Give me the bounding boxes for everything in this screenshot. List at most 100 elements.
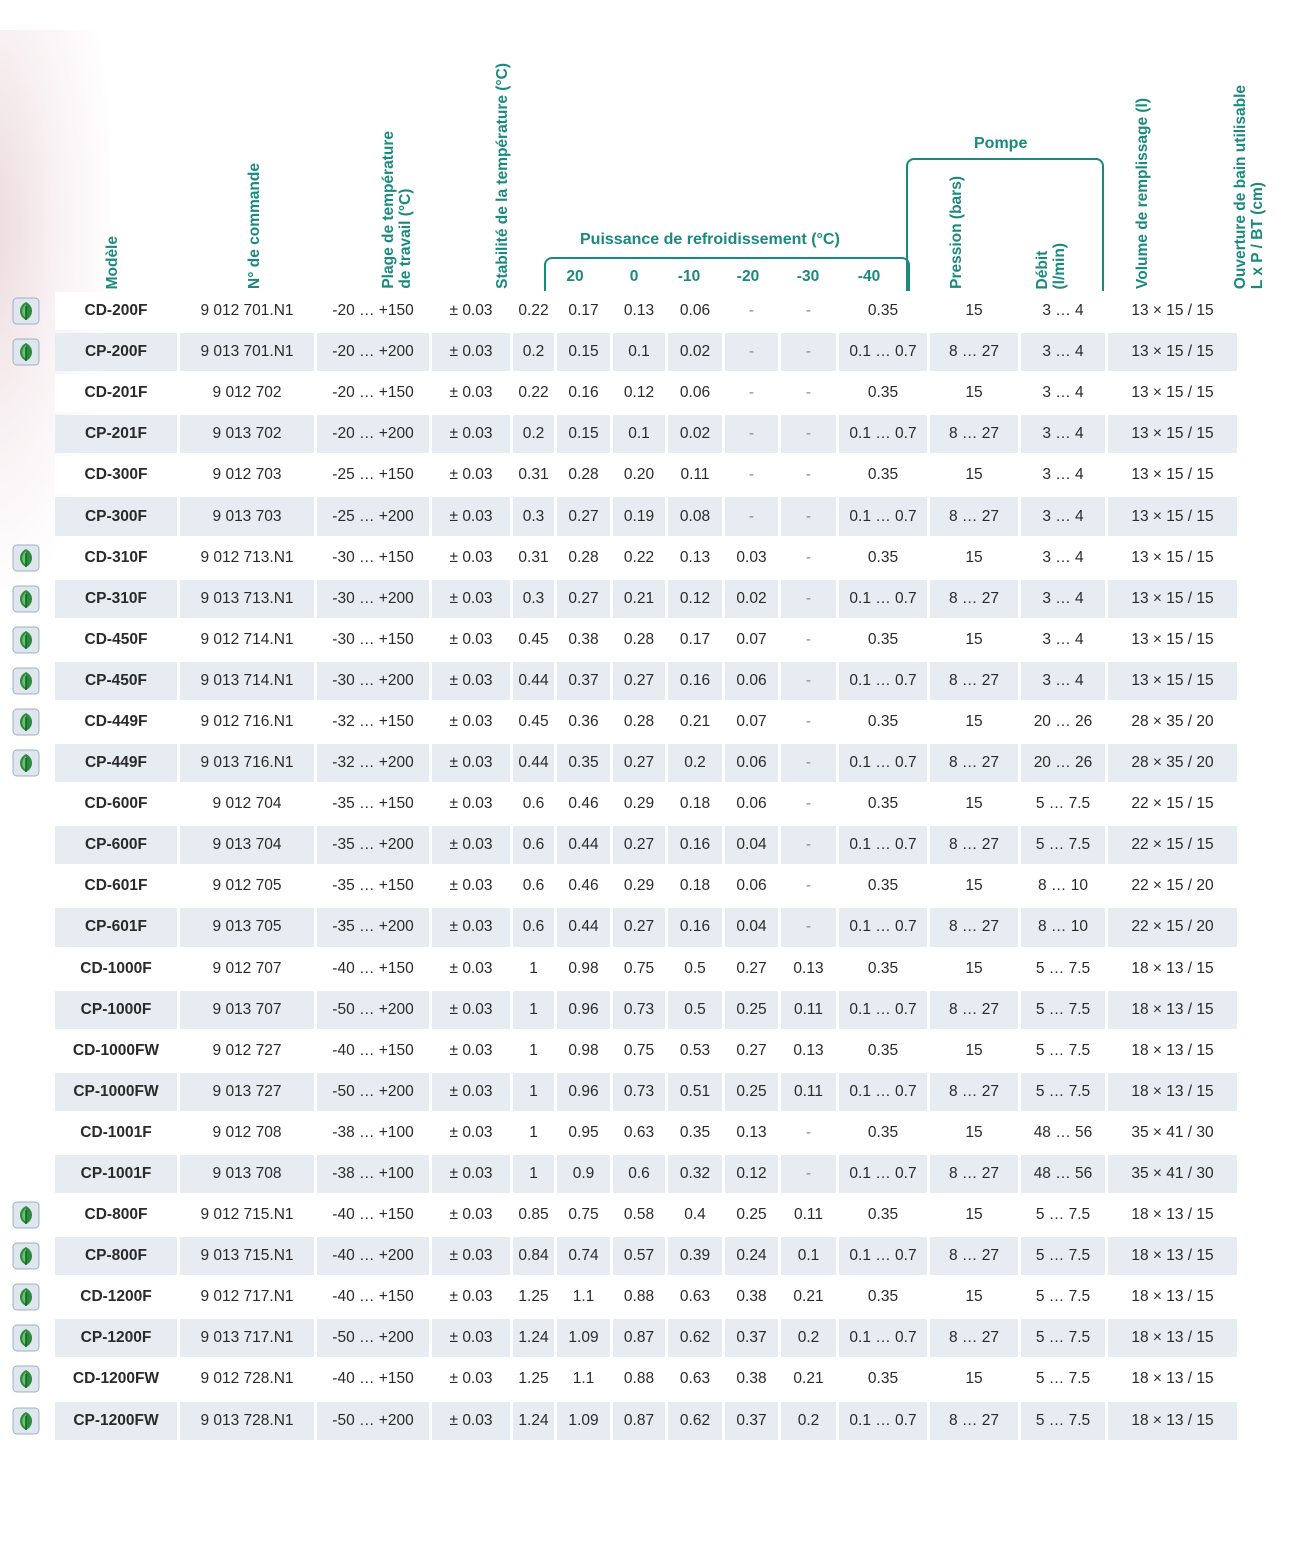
cooling-minus30-cell: 0.27: [725, 949, 778, 988]
cooling-minus40-cell: 0.11: [781, 990, 836, 1029]
cooling-minus10-cell: 0.63: [613, 1113, 665, 1152]
flow-cell: 8 … 27: [930, 1072, 1018, 1111]
eco-leaf-icon: [12, 626, 40, 654]
volume-cell: 3 … 4: [1021, 292, 1105, 331]
eco-leaf-icon: [12, 1324, 40, 1352]
opening-cell: 28 × 35 / 20: [1108, 744, 1237, 783]
cooling-minus30-cell: 0.06: [725, 744, 778, 783]
order-number-cell: 9 012 708: [180, 1113, 314, 1152]
temp-range-cell: -50 … +200: [317, 1319, 429, 1358]
table-row: CD-1000F 9 012 707 -40 … +150 ± 0.03 1 0.98 0.…: [55, 949, 1237, 988]
header-flow-line2: (l/min): [1051, 242, 1068, 290]
temp-range-cell: -40 … +150: [317, 1360, 429, 1399]
stability-cell: ± 0.03: [432, 785, 510, 824]
temp-range-cell: -20 … +200: [317, 415, 429, 454]
model-cell: CD-600F: [55, 785, 177, 824]
pressure-cell: 0.1 … 0.7: [839, 1072, 927, 1111]
order-number-cell: 9 013 716.N1: [180, 744, 314, 783]
opening-cell: 18 × 13 / 15: [1108, 990, 1237, 1029]
table-row: CD-1001F 9 012 708 -38 … +100 ± 0.03 1 0.95 0.…: [55, 1113, 1237, 1152]
cooling-0-cell: 0.36: [557, 702, 610, 742]
order-number-cell: 9 012 716.N1: [180, 702, 314, 742]
stability-cell: ± 0.03: [432, 744, 510, 783]
flow-cell: 15: [930, 785, 1018, 824]
cooling-minus30-cell: 0.07: [725, 620, 778, 659]
cooling-minus10-cell: 0.20: [613, 456, 665, 495]
cooling-minus30-cell: -: [725, 374, 778, 413]
flow-cell: 15: [930, 1113, 1018, 1152]
cooling-minus40-cell: -: [781, 456, 836, 495]
pressure-cell: 0.35: [839, 1278, 927, 1317]
volume-cell: 3 … 4: [1021, 374, 1105, 413]
model-cell: CP-800F: [55, 1237, 177, 1276]
model-cell: CP-600F: [55, 826, 177, 865]
table-row: CD-600F 9 012 704 -35 … +150 ± 0.03 0.6 0.46 0…: [55, 785, 1237, 824]
cooling-minus20-cell: 0.16: [668, 826, 722, 865]
model-cell: CD-450F: [55, 620, 177, 659]
cooling-minus20-cell: 0.63: [668, 1278, 722, 1317]
cooling-minus10-cell: 0.19: [613, 497, 665, 536]
model-cell: CD-1200F: [55, 1278, 177, 1317]
cooling-minus10-cell: 0.1: [613, 333, 665, 372]
table-row: CP-1000F 9 013 707 -50 … +200 ± 0.03 1 0.96 0.…: [55, 990, 1237, 1029]
eco-leaf-icon: [12, 1407, 40, 1435]
model-cell: CD-200F: [55, 292, 177, 331]
flow-cell: 8 … 27: [930, 990, 1018, 1029]
cooling-minus40-cell: 0.1: [781, 1237, 836, 1276]
cooling-minus40-cell: -: [781, 1154, 836, 1194]
model-cell: CP-1200F: [55, 1319, 177, 1358]
table-row: CP-201F 9 013 702 -20 … +200 ± 0.03 0.2 0.15 0…: [55, 415, 1237, 454]
eco-leaf-icon: [12, 297, 40, 325]
cooling-minus20-cell: 0.02: [668, 333, 722, 372]
model-cell: CD-310F: [55, 538, 177, 577]
cooling-minus10-cell: 0.73: [613, 1072, 665, 1111]
header-model: Modèle: [104, 235, 121, 289]
stability-cell: ± 0.03: [432, 1031, 510, 1070]
flow-cell: 8 … 27: [930, 1237, 1018, 1276]
stability-cell: ± 0.03: [432, 1401, 510, 1440]
cooling-minus10-cell: 0.87: [613, 1401, 665, 1440]
cooling-minus40-cell: -: [781, 744, 836, 783]
stability-cell: ± 0.03: [432, 415, 510, 454]
eco-leaf-icon: [12, 1283, 40, 1311]
cooling-minus40-cell: -: [781, 826, 836, 865]
model-cell: CP-1000FW: [55, 1072, 177, 1111]
cooling-minus30-cell: 0.06: [725, 785, 778, 824]
pressure-cell: 0.1 … 0.7: [839, 908, 927, 947]
cooling-minus30-cell: 0.04: [725, 908, 778, 947]
cooling-minus20-cell: 0.06: [668, 292, 722, 331]
model-cell: CP-1001F: [55, 1154, 177, 1194]
cooling-0-cell: 0.27: [557, 579, 610, 618]
table-row: CP-600F 9 013 704 -35 … +200 ± 0.03 0.6 0.44 0…: [55, 826, 1237, 865]
temp-range-cell: -38 … +100: [317, 1113, 429, 1152]
cooling-0-cell: 0.96: [557, 990, 610, 1029]
order-number-cell: 9 012 728.N1: [180, 1360, 314, 1399]
cooling-minus40-cell: -: [781, 374, 836, 413]
model-cell: CD-300F: [55, 456, 177, 495]
model-cell: CD-201F: [55, 374, 177, 413]
temp-range-cell: -50 … +200: [317, 990, 429, 1029]
temp-range-cell: -50 … +200: [317, 1401, 429, 1440]
cooling-minus10-cell: 0.12: [613, 374, 665, 413]
flow-cell: 15: [930, 292, 1018, 331]
pressure-cell: 0.35: [839, 785, 927, 824]
cooling-minus10-cell: 0.27: [613, 661, 665, 700]
cooling-minus40-cell: -: [781, 333, 836, 372]
table-row: CP-450F 9 013 714.N1 -30 … +200 ± 0.03 0.44 0…: [55, 661, 1237, 700]
cooling-minus40-cell: 0.13: [781, 949, 836, 988]
cooling-temp-minus20: -20: [736, 268, 760, 285]
cooling-minus30-cell: 0.38: [725, 1278, 778, 1317]
flow-cell: 8 … 27: [930, 1401, 1018, 1440]
volume-cell: 3 … 4: [1021, 456, 1105, 495]
table-row: CP-1001F 9 013 708 -38 … +100 ± 0.03 1 0.9 0.6…: [55, 1154, 1237, 1194]
volume-cell: 20 … 26: [1021, 744, 1105, 783]
temp-range-cell: -40 … +200: [317, 1237, 429, 1276]
pressure-cell: 0.1 … 0.7: [839, 333, 927, 372]
opening-cell: 18 × 13 / 15: [1108, 1237, 1237, 1276]
cooling-minus20-cell: 0.16: [668, 908, 722, 947]
cooling-minus30-cell: 0.02: [725, 579, 778, 618]
cooling-minus30-cell: 0.25: [725, 990, 778, 1029]
cooling-20-cell: 1: [513, 1154, 554, 1194]
eco-leaf-icon: [12, 667, 40, 695]
temp-range-cell: -40 … +150: [317, 1196, 429, 1235]
